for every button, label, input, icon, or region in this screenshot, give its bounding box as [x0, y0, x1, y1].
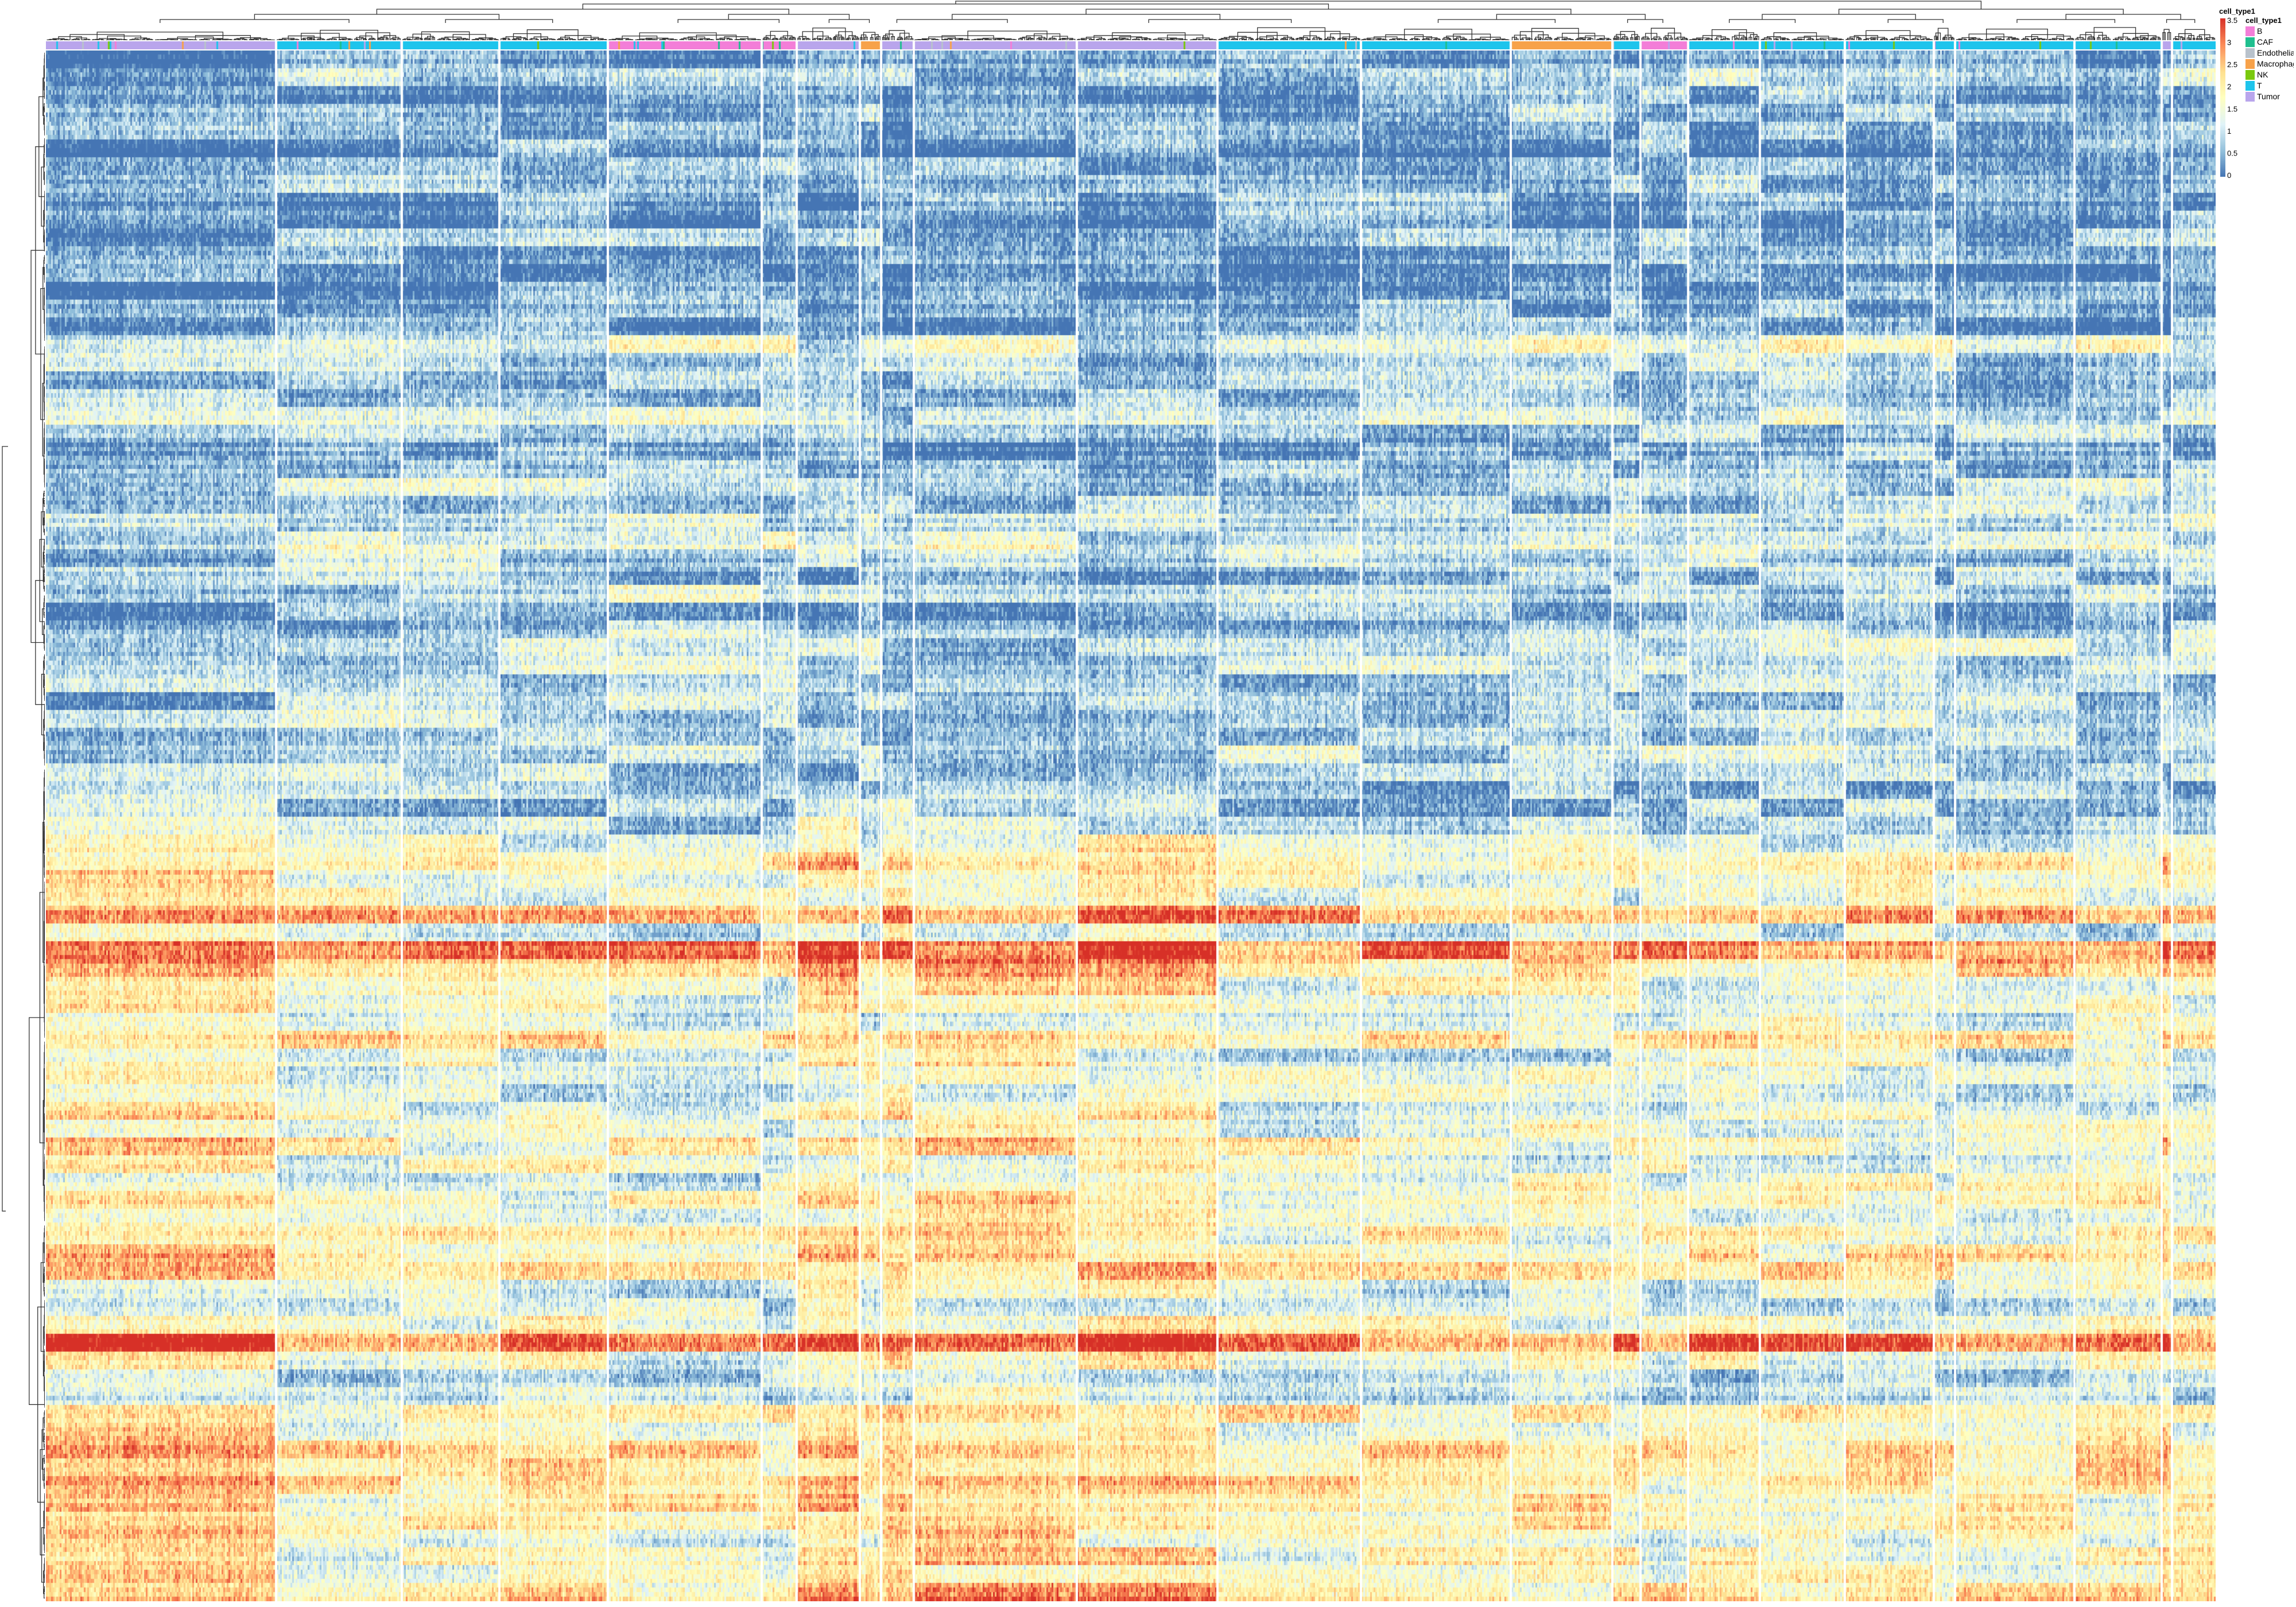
column-dendrogram-branch: [1865, 30, 1911, 40]
column-dendrogram-branch: [1937, 28, 1949, 40]
column-dendrogram-branch: [2163, 29, 2170, 40]
color-scale-tick: 1: [2227, 127, 2231, 135]
color-scale-tick: 0: [2227, 171, 2231, 178]
column-dendrogram-branch: [1148, 19, 1292, 23]
column-dendrogram-branch: [1620, 31, 1635, 40]
column-dendrogram-branch: [1257, 27, 1326, 40]
row-dendrogram-branch: [29, 1017, 45, 1405]
legend-swatch-macrophage: [2245, 59, 2255, 69]
column-dendrogram-branch: [1711, 29, 1747, 40]
column-dendrogram-branch: [1887, 19, 1944, 23]
color-scale-tick: 1.5: [2227, 104, 2237, 113]
column-dendrogram-branch: [863, 32, 876, 40]
column-dendrogram-branch: [1496, 14, 1646, 20]
legend-swatch-tumor: [2245, 92, 2255, 102]
color-scale-tick: 0.5: [2227, 149, 2237, 157]
column-dendrogram-branch: [526, 29, 579, 40]
column-dendrogram-branch: [254, 14, 500, 20]
column-dendrogram-branch: [2093, 27, 2136, 40]
column-dendrogram-branch: [1531, 28, 1579, 40]
column-dendrogram-branch: [421, 31, 470, 40]
column-dendrogram-branch: [376, 9, 789, 14]
legend-label-tumor: Tumor: [2257, 92, 2280, 101]
legend-label-t: T: [2257, 81, 2262, 90]
annotation-legend-subtitle: cell_type1: [2245, 16, 2282, 25]
column-dendrogram-branch: [1437, 19, 1556, 23]
column-dendrogram-branch: [1728, 19, 1796, 23]
column-dendrogram-branch: [889, 30, 905, 40]
column-dendrogram-branch: [677, 19, 779, 23]
column-dendrogram-branch: [770, 30, 788, 40]
color-scale-tick: 3: [2227, 38, 2231, 47]
column-dendrogram-branch: [2065, 14, 2181, 20]
row-dendrogram-branch: [2, 446, 8, 1212]
legend-swatch-caf: [2245, 37, 2255, 47]
column-dendrogram-branch: [445, 19, 553, 23]
legend-label-b: B: [2257, 26, 2262, 36]
column-dendrogram-branch: [160, 19, 350, 23]
row-dendrogram: [2, 52, 45, 1599]
column-dendrogram-branch: [1838, 9, 2124, 14]
legend-label-endothelial: Endothelial: [2257, 48, 2294, 57]
column-dendrogram-branch: [2166, 19, 2196, 23]
legend-swatch-endothelial: [2245, 48, 2255, 58]
column-dendrogram: [46, 1, 2216, 40]
legend-swatch-b: [2245, 26, 2255, 36]
color-scale-tick: 3.5: [2227, 16, 2237, 25]
legend-label-macrophage: Macrophage: [2257, 59, 2294, 68]
column-dendrogram-branch: [96, 32, 224, 40]
column-dendrogram-branch: [1650, 28, 1675, 40]
column-dendrogram-branch: [828, 19, 870, 23]
column-dendrogram-branch: [812, 28, 846, 40]
column-dendrogram-branch: [2184, 29, 2205, 40]
legend-label-nk: NK: [2257, 70, 2268, 79]
column-dendrogram-branch: [582, 3, 1329, 9]
color-scale-tick: 2: [2227, 83, 2231, 91]
column-dendrogram-branch: [952, 14, 1221, 20]
column-annotation-bar: [46, 41, 2216, 49]
column-dendrogram-branch: [1627, 19, 1663, 23]
column-dendrogram-branch: [728, 14, 850, 20]
column-dendrogram-branch: [1762, 14, 1916, 20]
column-dendrogram-branch: [2016, 19, 2116, 23]
column-dendrogram-branch: [896, 19, 1008, 23]
legend: cell_type1 3.532.521.510.50 cell_type1BC…: [2219, 7, 2294, 178]
column-dendrogram-branch: [955, 1, 1982, 9]
legend-label-caf: CAF: [2257, 37, 2273, 46]
color-scale-tick: 2.5: [2227, 60, 2237, 69]
legend-swatch-nk: [2245, 70, 2255, 80]
column-dendrogram-branch: [1404, 29, 1472, 40]
color-scale-ticks: 3.5 3 2.5 2 1.5 1 0.5 0: [2227, 16, 2237, 178]
column-dendrogram-branch: [639, 32, 717, 40]
color-scale-bar: [2220, 18, 2225, 177]
heatmap-cells: [46, 51, 2216, 1601]
annotation-legend-title: cell_type1: [2219, 7, 2255, 15]
column-dendrogram-branch: [320, 29, 378, 40]
row-dendrogram-branch: [30, 250, 45, 643]
column-dendrogram-branch: [1112, 32, 1186, 40]
legend-swatch-t: [2245, 81, 2255, 91]
column-dendrogram-branch: [1085, 9, 1572, 14]
column-dendrogram-branch: [967, 30, 1048, 40]
column-dendrogram-branch: [1986, 28, 2048, 40]
column-dendrogram-branch: [1773, 32, 1817, 40]
